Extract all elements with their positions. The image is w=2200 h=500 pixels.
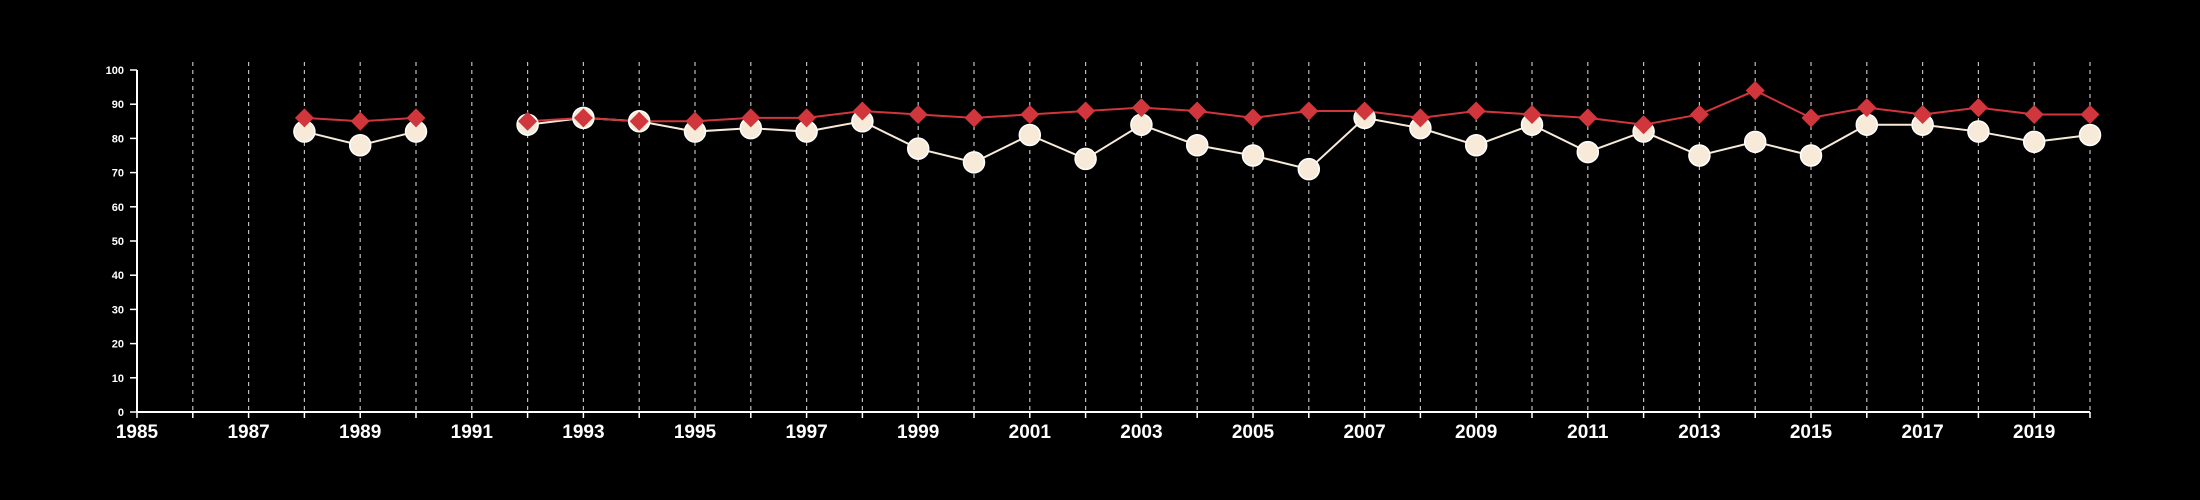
series-0-point-2008 — [1410, 108, 1430, 128]
series-0-point-2018 — [1968, 98, 1988, 118]
series-0-point-2016 — [1857, 98, 1877, 118]
series-1-point-2002 — [1074, 147, 1097, 171]
series-1-point-2003 — [1130, 113, 1153, 136]
series-0-point-1999 — [908, 104, 928, 124]
axes: 0 10 20 30 40 50 60 70 80 90 100 1985 1987 1989 1991 19… — [106, 65, 2091, 443]
series-1-point-2018 — [1967, 120, 1990, 143]
y-tick-label-20: 20 — [112, 339, 124, 351]
series-1-point-2013 — [1688, 144, 1711, 167]
x-tick-label-2015: 2015 — [1790, 422, 1833, 443]
x-tick-label-1987: 1987 — [227, 422, 269, 443]
series-0-point-2004 — [1187, 101, 1207, 121]
series-0-point-1992 — [518, 111, 538, 131]
x-tick-label-2011: 2011 — [1567, 422, 1609, 443]
series-0-point-2010 — [1522, 104, 1542, 124]
series-0-point-1990 — [406, 108, 426, 128]
series-0-point-1998 — [852, 101, 872, 121]
series-0-point-1994 — [629, 111, 649, 131]
series-0-point-2020 — [2080, 104, 2100, 124]
series-1-point-2009 — [1464, 133, 1488, 157]
series-1-point-2006 — [1297, 157, 1321, 181]
y-tick-label-90: 90 — [112, 99, 124, 111]
series-0-point-1996 — [741, 108, 761, 128]
x-tick-label-2007: 2007 — [1343, 422, 1385, 443]
y-tick-label-80: 80 — [112, 133, 124, 145]
series-0-point-2009 — [1466, 101, 1486, 121]
series-1-point-2005 — [1241, 144, 1265, 167]
series-group — [293, 81, 2102, 181]
series-1-point-1989 — [348, 133, 372, 157]
series-0-point-2003 — [1131, 98, 1151, 118]
x-tick-label-1985: 1985 — [116, 422, 159, 443]
series-0-point-2014 — [1745, 81, 1765, 101]
series-0-point-2006 — [1299, 101, 1319, 121]
series-0-point-2017 — [1913, 104, 1933, 124]
x-tick-label-2001: 2001 — [1009, 422, 1052, 443]
series-0-point-1988 — [294, 108, 314, 128]
series-0-point-2000 — [964, 108, 984, 128]
x-tick-label-1999: 1999 — [897, 422, 939, 443]
series-1-point-2016 — [1855, 113, 1879, 136]
series-0-point-2019 — [2024, 104, 2044, 124]
x-tick-label-2009: 2009 — [1455, 422, 1497, 443]
x-tick-label-2003: 2003 — [1120, 422, 1162, 443]
series-1-point-2001 — [1018, 123, 1042, 147]
series-0-point-2013 — [1689, 104, 1709, 124]
series-0-point-2012 — [1634, 115, 1654, 135]
series-1-point-2004 — [1185, 133, 1209, 157]
series-0-point-1995 — [685, 111, 705, 131]
series-0-point-1997 — [797, 108, 817, 128]
x-tick-label-1989: 1989 — [339, 422, 381, 443]
series-0-point-1989 — [350, 111, 370, 131]
series-0-point-2007 — [1355, 101, 1375, 121]
x-tick-label-1993: 1993 — [562, 422, 604, 443]
y-tick-label-10: 10 — [112, 373, 124, 385]
series-1-point-2014 — [1743, 130, 1767, 154]
series-1-point-2015 — [1799, 144, 1823, 167]
x-tick-label-1997: 1997 — [785, 422, 827, 443]
series-0-point-2005 — [1243, 108, 1263, 128]
series-1-point-2000 — [962, 151, 986, 174]
series-1-point-1999 — [906, 137, 930, 160]
x-tick-label-2005: 2005 — [1232, 422, 1275, 443]
series-0-point-1993 — [573, 108, 593, 128]
series-1-point-2020 — [2078, 123, 2102, 147]
series-1-point-2011 — [1576, 140, 1600, 164]
series-0-point-2011 — [1578, 108, 1598, 128]
series-0-point-2002 — [1076, 101, 1096, 121]
series-1-point-2019 — [2022, 130, 2046, 154]
y-tick-label-100: 100 — [106, 65, 124, 77]
y-tick-label-50: 50 — [112, 236, 124, 248]
x-tick-label-1995: 1995 — [674, 422, 717, 443]
y-tick-label-70: 70 — [112, 168, 124, 180]
x-tick-label-2013: 2013 — [1678, 422, 1720, 443]
series-0-point-2015 — [1801, 108, 1821, 128]
x-tick-label-1991: 1991 — [451, 422, 494, 443]
y-tick-label-30: 30 — [112, 304, 124, 316]
series-0-point-2001 — [1020, 104, 1040, 124]
x-tick-label-2019: 2019 — [2013, 422, 2055, 443]
y-tick-label-40: 40 — [112, 270, 124, 282]
x-tick-label-2017: 2017 — [1901, 422, 1943, 443]
y-tick-label-0: 0 — [118, 407, 124, 419]
y-tick-label-60: 60 — [112, 202, 124, 214]
